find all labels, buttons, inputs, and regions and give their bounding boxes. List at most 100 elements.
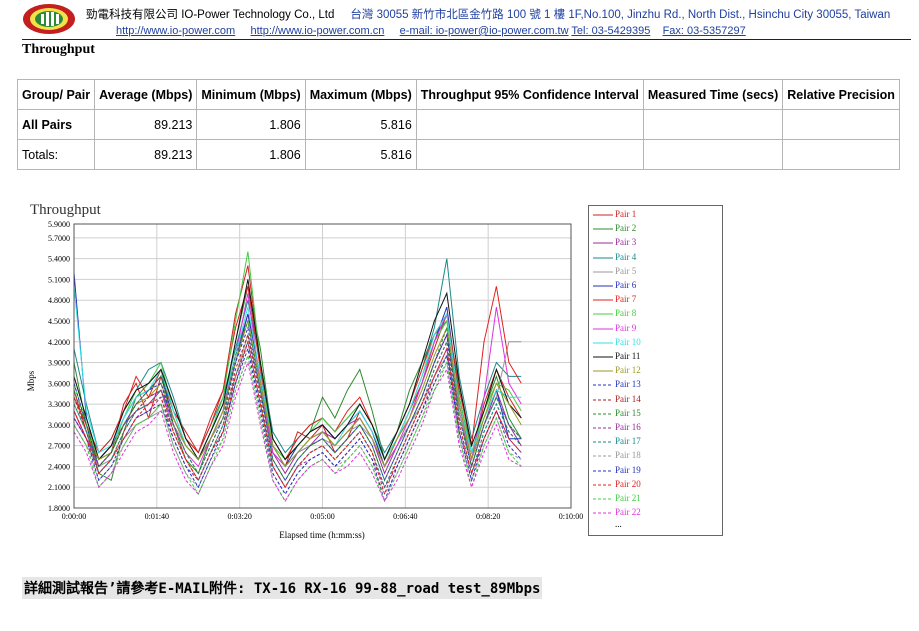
website-link[interactable]: http://www.io-power.com <box>116 25 236 37</box>
legend-swatch <box>593 242 613 244</box>
series-line-pair-20 <box>73 339 522 496</box>
series-line-pair-11 <box>73 279 522 461</box>
legend-label: Pair 10 <box>615 336 641 347</box>
series-line-pair-15 <box>73 319 522 482</box>
legend-swatch <box>593 356 613 358</box>
col-precision: Relative Precision <box>782 79 900 110</box>
legend-swatch <box>593 271 613 273</box>
row-label: All Pairs <box>16 109 96 140</box>
col-confidence: Throughput 95% Confidence Interval <box>415 79 644 110</box>
fax-text: Fax: 03-5357297 <box>662 25 746 37</box>
header-divider <box>22 39 911 40</box>
y-tick-label: 5.4000 <box>48 255 70 264</box>
legend-label: Pair 18 <box>615 450 641 461</box>
company-name: 勁電科技有限公司 IO-Power Technology Co., Ltd <box>86 9 335 21</box>
legend-label: Pair 14 <box>615 393 641 404</box>
legend-swatch <box>593 228 613 230</box>
x-tick-label: 0:00:00 <box>62 512 86 521</box>
cell-precision <box>782 109 900 140</box>
legend-label: Pair 13 <box>615 379 641 390</box>
legend-swatch <box>593 313 613 315</box>
legend-swatch <box>593 399 613 401</box>
legend-swatch <box>593 342 613 344</box>
email-link[interactable]: e-mail: io-power@io-power.com.tw <box>399 25 569 37</box>
cell-precision <box>782 139 900 170</box>
chart-title: Throughput <box>30 202 102 218</box>
cell-average: 89.213 <box>94 109 198 140</box>
throughput-chart: Throughput Mbps Elapsed time (h:mm:ss) 1… <box>26 202 583 540</box>
legend-label: Pair 1 <box>615 209 637 219</box>
cell-minimum: 1.806 <box>196 109 306 140</box>
table-row: All Pairs 89.213 1.806 5.816 <box>16 109 900 140</box>
legend-swatch <box>593 441 613 443</box>
legend-label: Pair 22 <box>615 507 641 518</box>
cell-measured-time <box>642 139 784 170</box>
legend-swatch <box>593 512 613 514</box>
x-tick-label: 0:06:40 <box>393 512 417 521</box>
chart-legend: ... Pair 1 Pair 2 Pair 3 Pair 4 Pair 5 Pair 6… <box>588 205 723 536</box>
tel-text: Tel: 03-5429395 <box>571 25 651 37</box>
legend-swatch <box>593 413 613 415</box>
legend-label: Pair 3 <box>615 237 637 248</box>
legend-swatch <box>593 214 613 216</box>
cell-maximum: 5.816 <box>304 139 417 170</box>
y-tick-label: 3.0000 <box>48 421 70 430</box>
legend-swatch <box>593 384 613 386</box>
legend-more-indicator: ... <box>615 519 622 529</box>
y-tick-label: 2.7000 <box>48 442 70 451</box>
chart-y-axis-label: Mbps <box>26 370 36 391</box>
cell-measured-time <box>642 109 784 140</box>
legend-label: Pair 4 <box>615 251 637 262</box>
io-power-logo <box>23 4 75 34</box>
legend-label: Pair 5 <box>615 265 637 276</box>
chart-x-axis-label: Elapsed time (h:mm:ss) <box>279 530 365 540</box>
company-header: 勁電科技有限公司 IO-Power Technology Co., Ltd 台灣… <box>86 6 890 22</box>
legend-swatch <box>593 455 613 457</box>
footnote-text: 詳細測試報告’請參考E-MAIL附件: TX-16 RX-16 99-88_ro… <box>22 577 543 599</box>
section-title: Throughput <box>22 42 95 57</box>
legend-swatch <box>593 328 613 330</box>
col-average: Average (Mbps) <box>94 79 198 110</box>
series-line-pair-22 <box>73 360 522 503</box>
y-tick-label: 2.4000 <box>48 462 70 471</box>
y-tick-label: 1.8000 <box>48 504 70 513</box>
legend-label: Pair 16 <box>615 422 641 432</box>
y-tick-label: 5.1000 <box>48 275 70 284</box>
y-tick-label: 3.6000 <box>48 379 70 388</box>
series-line-pair-4 <box>73 258 522 454</box>
legend-label: Pair 2 <box>615 223 637 234</box>
y-tick-label: 4.5000 <box>48 317 70 326</box>
contact-line: http://www.io-power.com http://www.io-po… <box>116 25 746 37</box>
legend-swatch <box>593 257 613 259</box>
legend-label: Pair 20 <box>615 478 641 489</box>
cell-confidence <box>415 139 644 170</box>
legend-swatch <box>593 498 613 500</box>
legend-label: Pair 15 <box>615 407 641 418</box>
company-address: 台灣 30055 新竹市北區金竹路 100 號 1 樓 1F,No.100, J… <box>350 9 891 21</box>
throughput-table: Group/ Pair Average (Mbps) Minimum (Mbps… <box>16 79 900 170</box>
y-tick-label: 4.2000 <box>48 338 70 347</box>
x-tick-label: 0:03:20 <box>227 512 251 521</box>
series-line-pair-18 <box>73 353 522 496</box>
plot-area-border <box>73 223 572 509</box>
series-line-pair-21 <box>73 353 522 503</box>
cell-average: 89.213 <box>94 139 198 170</box>
cell-maximum: 5.816 <box>304 109 417 140</box>
series-line-pair-8 <box>73 251 522 461</box>
legend-swatch <box>593 285 613 287</box>
legend-label: Pair 9 <box>615 322 637 333</box>
cell-minimum: 1.806 <box>196 139 306 170</box>
legend-swatch <box>593 470 613 472</box>
x-tick-label: 0:01:40 <box>145 512 169 521</box>
legend-swatch <box>593 299 613 301</box>
series-line-pair-19 <box>73 346 522 503</box>
x-tick-label: 0:08:20 <box>476 512 500 521</box>
col-maximum: Maximum (Mbps) <box>304 79 417 110</box>
legend-swatch <box>593 484 613 486</box>
legend-label: Pair 11 <box>615 351 641 361</box>
website-cn-link[interactable]: http://www.io-power.com.cn <box>250 25 385 37</box>
legend-label: Pair 21 <box>615 493 641 503</box>
legend-label: Pair 7 <box>615 294 637 305</box>
y-tick-label: 5.9000 <box>48 220 70 229</box>
y-tick-label: 5.7000 <box>48 234 70 243</box>
